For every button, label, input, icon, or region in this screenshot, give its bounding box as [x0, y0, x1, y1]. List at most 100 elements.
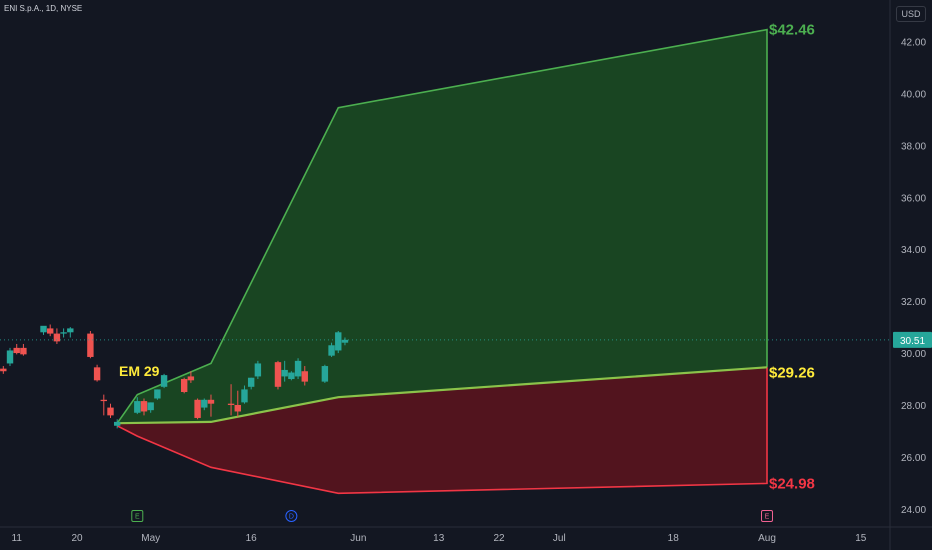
candle — [288, 371, 295, 381]
candle-body — [341, 339, 349, 343]
candle-body — [0, 368, 7, 372]
candle — [187, 371, 195, 383]
candle — [67, 327, 74, 338]
candle-body — [154, 389, 161, 399]
candle — [100, 394, 107, 416]
x-tick-label: 15 — [855, 533, 867, 544]
candle-body — [67, 328, 74, 333]
candle — [93, 364, 101, 382]
x-tick-label: 11 — [12, 533, 23, 544]
x-tick-label: 16 — [246, 533, 258, 544]
candle-body — [288, 372, 295, 380]
candle — [328, 342, 335, 357]
candle — [301, 366, 308, 386]
candle-body — [87, 333, 94, 357]
candle-body — [321, 366, 329, 382]
lower-zone-border — [116, 367, 768, 495]
candle — [160, 373, 168, 389]
candle-body — [93, 367, 101, 381]
candle-body — [13, 347, 20, 354]
mid-line — [117, 366, 768, 425]
x-tick-label: 18 — [668, 533, 680, 544]
candle-body — [247, 377, 255, 387]
y-tick-label: 32.00 — [901, 297, 926, 308]
candle-body — [60, 332, 67, 334]
candle-body — [234, 404, 241, 412]
candle — [113, 419, 121, 429]
candle — [134, 397, 141, 415]
level-label: $42.46 — [769, 22, 815, 39]
event-letter: D — [289, 514, 294, 521]
candle — [0, 366, 7, 374]
candle — [13, 343, 20, 355]
candle — [207, 394, 215, 417]
dividend-marker[interactable] — [285, 510, 298, 522]
y-tick-label: 24.00 — [901, 505, 926, 516]
x-tick-label: Jun — [350, 533, 366, 544]
candle — [53, 328, 61, 344]
event-letter: E — [765, 514, 770, 521]
candle-body — [40, 325, 47, 333]
level-label: $24.98 — [769, 475, 815, 492]
candle-body — [335, 332, 342, 351]
event-letter: E — [135, 514, 140, 521]
candle-body — [187, 376, 195, 381]
candle-body — [160, 375, 168, 387]
candle — [6, 347, 14, 367]
candle-body — [227, 403, 235, 405]
candle — [147, 402, 154, 413]
candle-body — [6, 350, 14, 364]
candle-body — [113, 421, 121, 426]
event-marker[interactable]: E — [761, 510, 773, 522]
candle-body — [281, 369, 288, 377]
earnings-marker[interactable] — [761, 510, 773, 522]
time-axis[interactable]: 11 20 May 16 Jun 13 22 Jul 18 Aug 15 — [12, 533, 867, 544]
candle — [241, 385, 248, 404]
price-axis[interactable]: 42.00 40.00 38.00 36.00 34.00 32.00 30.00 28.00… — [893, 38, 932, 516]
y-tick-label: 36.00 — [901, 193, 926, 204]
candle — [335, 330, 342, 354]
y-tick-label: 26.00 — [901, 453, 926, 464]
y-tick-label: 38.00 — [901, 141, 926, 152]
chart-overlay: EM 29 $42.46 $29.26 $24.98 E D E — [0, 22, 890, 522]
candle — [227, 384, 235, 416]
candle — [321, 364, 329, 383]
candle — [40, 325, 47, 335]
candle — [180, 377, 188, 394]
candle — [194, 398, 201, 420]
level-label: $29.26 — [769, 364, 815, 381]
candle — [107, 403, 114, 418]
upper-zone-border — [116, 28, 768, 424]
candle — [234, 390, 241, 417]
em-label: EM 29 — [119, 363, 160, 379]
candle — [87, 330, 94, 359]
y-tick-label: 30.00 — [901, 349, 926, 360]
candle-body — [201, 399, 208, 408]
event-marker[interactable]: E — [131, 510, 144, 522]
candle-body — [207, 399, 215, 404]
last-price-label: 30.51 — [900, 336, 925, 347]
candle-body — [47, 328, 54, 334]
candle-body — [53, 333, 61, 342]
x-tick-label: Aug — [758, 533, 776, 544]
candle-body — [20, 347, 27, 355]
candle — [60, 328, 67, 338]
candle-body — [241, 389, 248, 403]
lower-zone — [117, 367, 767, 494]
currency-button[interactable]: USD — [896, 6, 926, 22]
x-tick-label: 13 — [433, 533, 445, 544]
candle-body — [180, 379, 188, 393]
candle — [154, 389, 161, 400]
candle-body — [328, 345, 335, 356]
candle-body — [147, 402, 154, 411]
last-price-badge[interactable] — [893, 331, 932, 348]
x-tick-label: Jul — [553, 533, 566, 544]
expected-move-zones — [116, 28, 768, 495]
candle — [294, 358, 302, 380]
earnings-marker[interactable] — [131, 510, 144, 522]
event-marker[interactable]: D — [285, 510, 298, 522]
candle-body — [100, 399, 107, 402]
y-tick-label: 28.00 — [901, 401, 926, 412]
